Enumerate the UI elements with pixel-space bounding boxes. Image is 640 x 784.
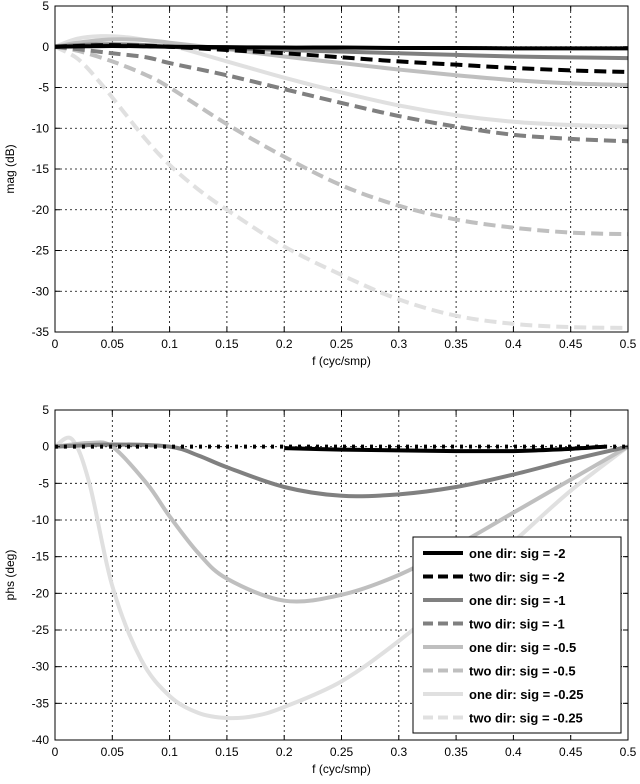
magnitude-chart: 0 0.05 0.1 0.15 0.2 0.25 0.3 0.35 0.4 0.45 0.5 50-… xyxy=(3,0,637,368)
magnitude-y-tick-label: 0 xyxy=(42,40,49,54)
phase-y-ticks: 5 0 -5 -10 -15 -20 -25 -30 -35 -40 xyxy=(32,403,628,747)
phase-x-tick-label: 0 xyxy=(52,745,59,759)
legend-label: one dir: sig = -0.25 xyxy=(469,687,584,702)
phase-x-tick-label: 0.3 xyxy=(390,745,407,759)
magnitude-y-tick-label: -20 xyxy=(32,203,50,217)
magnitude-x-tick-label: 0 xyxy=(52,337,59,351)
legend-label: one dir: sig = -1 xyxy=(469,593,565,608)
magnitude-x-tick-label: 0.25 xyxy=(330,337,354,351)
magnitude-y-tick-label: -15 xyxy=(32,162,50,176)
phase-y-tick-label: -10 xyxy=(32,513,50,527)
phase-y-tick-label: 0 xyxy=(42,440,49,454)
legend-label: one dir: sig = -2 xyxy=(469,546,565,561)
phase-series-one-dir-sig-2 xyxy=(284,444,606,454)
phase-y-tick-label: 5 xyxy=(42,403,49,417)
magnitude-series-two-dir-sig-0-25 xyxy=(54,44,629,330)
phase-x-tick-label: 0.4 xyxy=(505,745,522,759)
phase-y-tick-label: -25 xyxy=(32,623,50,637)
magnitude-x-ticks: 0 0.05 0.1 0.15 0.2 0.25 0.3 0.35 0.4 0.45 0.5 xyxy=(52,6,637,351)
magnitude-y-tick-label: -10 xyxy=(32,121,50,135)
legend-label: two dir: sig = -0.5 xyxy=(469,664,576,679)
magnitude-x-tick-label: 0.15 xyxy=(215,337,239,351)
phase-x-tick-label: 0.45 xyxy=(559,745,583,759)
phase-x-tick-label: 0.2 xyxy=(276,745,293,759)
magnitude-x-tick-label: 0.35 xyxy=(444,337,468,351)
magnitude-x-tick-label: 0.2 xyxy=(276,337,293,351)
phase-y-tick-label: -30 xyxy=(32,660,50,674)
legend-label: two dir: sig = -0.25 xyxy=(469,711,583,726)
phase-x-tick-label: 0.15 xyxy=(215,745,239,759)
magnitude-series-two-dir-sig-1 xyxy=(54,44,629,144)
magnitude-series-two-dir-sig-0-5 xyxy=(54,44,629,237)
phase-x-tick-label: 0.25 xyxy=(330,745,354,759)
phase-x-tick-label: 0.1 xyxy=(161,745,178,759)
magnitude-x-tick-label: 0.45 xyxy=(559,337,583,351)
phase-series-one-dir-sig-0-5 xyxy=(54,440,629,604)
phase-y-tick-label: -35 xyxy=(32,696,50,710)
magnitude-grid xyxy=(55,6,628,332)
magnitude-x-tick-label: 0.05 xyxy=(101,337,125,351)
phase-y-tick-label: -20 xyxy=(32,586,50,600)
phase-chart: 0 0.05 0.1 0.15 0.2 0.25 0.3 0.35 0.4 0.45 0.5 50-… xyxy=(3,403,637,776)
magnitude-series-group xyxy=(54,34,629,330)
legend-label: two dir: sig = -1 xyxy=(469,617,565,632)
magnitude-y-axis-label: mag (dB) xyxy=(3,144,17,193)
legend-box xyxy=(412,536,622,734)
phase-y-tick-label: -40 xyxy=(32,733,50,747)
phase-x-tick-label: 0.35 xyxy=(444,745,468,759)
phase-y-tick-label: -15 xyxy=(32,550,50,564)
phase-x-ticks: 0 0.05 0.1 0.15 0.2 0.25 0.3 0.35 0.4 0.45 0.5 xyxy=(52,410,637,759)
phase-x-tick-label: 0.05 xyxy=(101,745,125,759)
magnitude-x-tick-label: 0.5 xyxy=(620,337,637,351)
legend-label: one dir: sig = -0.5 xyxy=(469,640,576,655)
legend-label: two dir: sig = -2 xyxy=(469,570,565,585)
magnitude-y-tick-label: -35 xyxy=(32,325,50,339)
phase-x-tick-label: 0.5 xyxy=(620,745,637,759)
magnitude-series-one-dir-sig-2 xyxy=(54,43,628,51)
magnitude-y-tick-label: -5 xyxy=(38,81,49,95)
magnitude-x-tick-label: 0.3 xyxy=(390,337,407,351)
magnitude-y-tick-label: 5 xyxy=(42,0,49,13)
magnitude-series-one-dir-sig-0-25 xyxy=(54,34,629,129)
magnitude-series-two-dir-sig-2 xyxy=(54,43,629,75)
magnitude-y-tick-label: -25 xyxy=(32,244,50,258)
magnitude-x-tick-label: 0.1 xyxy=(161,337,178,351)
magnitude-x-tick-label: 0.4 xyxy=(505,337,522,351)
magnitude-series-one-dir-sig-0-5 xyxy=(54,37,629,88)
phase-legend: one dir: sig = -2 two dir: sig = -2 one di… xyxy=(412,536,622,734)
magnitude-y-ticks: 5 0 -5 -10 -15 -20 -25 -30 -35 xyxy=(32,0,628,339)
magnitude-x-axis-label: f (cyc/smp) xyxy=(312,354,371,368)
magnitude-y-tick-label: -30 xyxy=(32,284,50,298)
phase-y-tick-label: -5 xyxy=(38,476,49,490)
phase-x-axis-label: f (cyc/smp) xyxy=(312,762,371,776)
phase-y-axis-label: phs (deg) xyxy=(3,550,17,601)
